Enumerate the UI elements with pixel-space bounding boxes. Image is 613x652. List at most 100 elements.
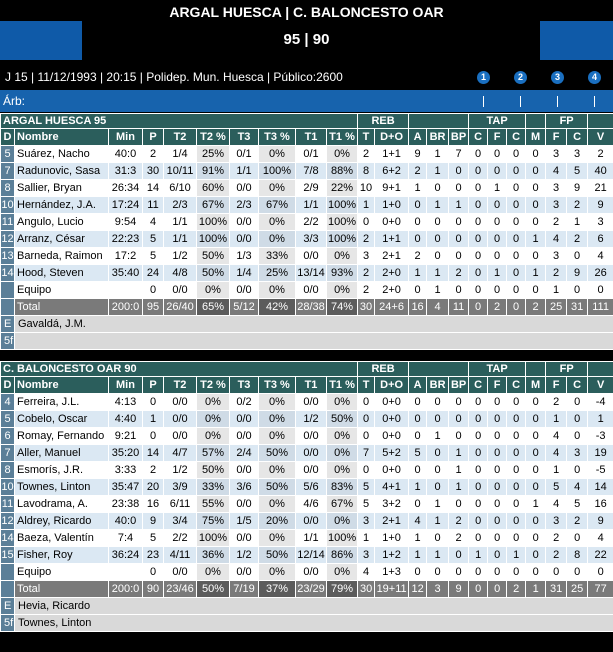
- stat-cell: 0: [357, 427, 376, 445]
- stat-cell: 1/1: [163, 213, 197, 231]
- stat-cell: 0: [448, 247, 470, 265]
- stat-cell: 5: [566, 162, 589, 180]
- stat-cell: 26/40: [163, 298, 197, 316]
- stat-cell: 0: [468, 410, 489, 428]
- stat-cell: 0: [506, 145, 527, 163]
- stat-cell: 0: [468, 298, 489, 316]
- column-header: V: [587, 376, 613, 394]
- column-header: C: [566, 128, 589, 146]
- stat-cell: 5/6: [295, 478, 327, 496]
- column-header: C: [468, 376, 489, 394]
- stat-cell: 0: [566, 563, 589, 581]
- stat-cell: 2: [408, 247, 428, 265]
- stat-cell: 0+0: [374, 393, 410, 411]
- stat-cell: 12: [0, 230, 15, 248]
- player-row: 6 Romay, Fernando 9:21 0 0/0 0% 0/0 0% 0/0 0% 0 0+0…: [0, 427, 613, 445]
- stat-cell: 4/8: [163, 264, 197, 282]
- stat-cell: 50%: [196, 580, 230, 598]
- stat-cell: 1: [426, 196, 450, 214]
- column-header: BR: [426, 376, 450, 394]
- stat-cell: 0: [448, 213, 470, 231]
- stat-cell: 0: [408, 281, 428, 299]
- stat-cell: 0: [506, 281, 527, 299]
- stat-cell: 0: [487, 546, 508, 564]
- stat-cell: 0: [506, 298, 527, 316]
- stat-cell: 100%: [196, 213, 230, 231]
- player-row: 4 Ferreira, J.L. 4:13 0 0/0 0% 0/2 0% 0/0 0% 0 0+0 0…: [0, 393, 613, 411]
- stat-cell: [0, 281, 15, 299]
- stat-cell: 0/0: [295, 427, 327, 445]
- stat-cell: 1: [408, 478, 428, 496]
- stat-cell: 40:0: [108, 512, 143, 530]
- column-header: T3 %: [258, 376, 296, 394]
- stat-cell: 9: [448, 580, 470, 598]
- spacer: [587, 361, 613, 377]
- stat-cell: 2: [408, 162, 428, 180]
- stat-cell: 6/10: [163, 179, 197, 197]
- stat-cell: 7/8: [295, 162, 327, 180]
- stat-cell: 0%: [258, 563, 296, 581]
- stat-cell: [0, 298, 15, 316]
- stat-cell: 13: [0, 247, 15, 265]
- group-label: TAP: [468, 361, 527, 377]
- stat-cell: 0: [468, 444, 489, 462]
- stat-cell: 11: [0, 495, 15, 513]
- stat-cell: 0: [357, 410, 376, 428]
- stat-cell: 0: [448, 281, 470, 299]
- stat-cell: 2: [525, 298, 547, 316]
- extra-value: Gavaldá, J.M.: [13, 315, 613, 333]
- stat-cell: 0: [487, 393, 508, 411]
- stat-cell: 0%: [196, 281, 230, 299]
- stat-cell: 2: [357, 281, 376, 299]
- stat-cell: Total: [14, 580, 109, 598]
- stat-cell: 1: [426, 281, 450, 299]
- stat-cell: 91%: [196, 162, 230, 180]
- stat-cell: 0: [142, 563, 164, 581]
- stat-cell: 0: [525, 247, 547, 265]
- stat-cell: 0%: [258, 495, 296, 513]
- stat-cell: 0: [506, 427, 527, 445]
- stat-cell: 21: [587, 179, 613, 197]
- stat-cell: 0: [506, 162, 527, 180]
- stat-cell: 14: [142, 179, 164, 197]
- stat-cell: 2/9: [295, 179, 327, 197]
- stat-cell: 0: [408, 393, 428, 411]
- stat-cell: [0, 580, 15, 598]
- stat-cell: 30: [357, 580, 376, 598]
- extra-label: E: [0, 597, 15, 615]
- player-row: 7 Aller, Manuel 35:20 14 4/7 57% 2/4 50% 0/0 0% 7 5…: [0, 444, 613, 462]
- stat-cell: 0%: [325, 444, 359, 462]
- stat-cell: 0%: [196, 427, 230, 445]
- stat-cell: 0: [448, 427, 470, 445]
- stat-cell: 1+0: [374, 529, 410, 547]
- stat-cell: 1: [525, 230, 547, 248]
- stat-cell: 0: [566, 461, 589, 479]
- extra-value: Hevia, Ricardo: [13, 597, 613, 615]
- stat-cell: 0: [566, 529, 589, 547]
- stat-cell: 4+1: [374, 478, 410, 496]
- stat-cell: 79%: [325, 580, 359, 598]
- stat-cell: 0: [142, 393, 164, 411]
- stat-cell: 19: [587, 444, 613, 462]
- stat-cell: 1: [448, 196, 470, 214]
- player-row: 11 Angulo, Lucio 9:54 4 1/1 100% 0/0 0% 2/2 100% 0…: [0, 213, 613, 231]
- stat-cell: 2: [566, 512, 589, 530]
- stat-cell: 4: [545, 495, 568, 513]
- stat-cell: Total: [14, 298, 109, 316]
- stat-cell: 8: [0, 179, 15, 197]
- stat-cell: 16: [587, 495, 613, 513]
- stat-cell: 0: [142, 427, 164, 445]
- stat-cell: 0: [525, 179, 547, 197]
- stat-cell: 0: [468, 264, 489, 282]
- extra-row: E Gavaldá, J.M.: [0, 315, 613, 333]
- stat-cell: 0: [426, 230, 450, 248]
- stat-cell: 10/11: [163, 162, 197, 180]
- stat-cell: 50%: [258, 444, 296, 462]
- stat-cell: 23: [142, 546, 164, 564]
- stat-cell: 0: [506, 179, 527, 197]
- match-title: ARGAL HUESCA | C. BALONCESTO OAR: [169, 4, 444, 20]
- player-row: 7 Radunovic, Sasa 31:3 30 10/11 91% 1/1 100% 7/8…: [0, 162, 613, 180]
- stat-cell: 1: [357, 529, 376, 547]
- stat-cell: 0: [506, 444, 527, 462]
- stat-cell: 67%: [258, 196, 296, 214]
